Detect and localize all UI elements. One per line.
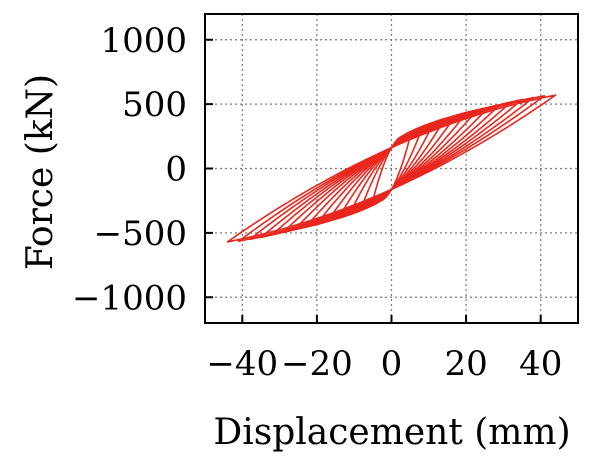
y-tick-labels: −1000 −500 0 500 1000 [72, 21, 187, 319]
y-tick-label: −500 [94, 214, 187, 254]
y-axis-label: Force (kN) [20, 74, 61, 270]
x-tick-labels: −40 −20 0 20 40 [206, 344, 562, 384]
y-tick-label: 500 [122, 85, 187, 125]
y-tick-label: 1000 [100, 21, 187, 61]
hysteresis-curves [226, 94, 557, 243]
x-tick-label: −40 [206, 344, 278, 384]
x-tick-label: 40 [519, 344, 562, 384]
hysteresis-loop [237, 95, 546, 242]
y-tick-label: −1000 [72, 278, 187, 318]
grid [205, 14, 578, 323]
x-tick-label: −20 [281, 344, 353, 384]
hysteresis-loop [226, 94, 557, 243]
x-tick-label: 0 [381, 344, 403, 384]
axis-ticks [205, 38, 542, 323]
x-tick-label: 20 [444, 344, 487, 384]
y-tick-label: 0 [165, 150, 187, 190]
x-axis-label: Displacement (mm) [213, 412, 570, 453]
